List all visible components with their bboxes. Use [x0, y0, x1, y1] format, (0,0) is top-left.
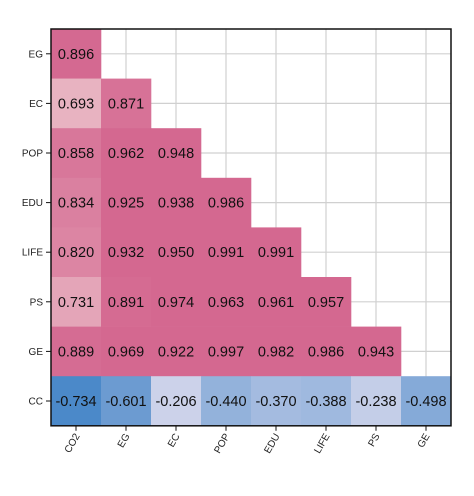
cell-value-label: 0.896 [58, 47, 94, 63]
y-axis-ticks: EG EC POP EDU LIFE PS GE CC [22, 49, 51, 408]
cell-value-label: 0.731 [58, 295, 94, 311]
cell-value-label: 0.974 [158, 295, 194, 311]
cell-value-label: -0.734 [55, 394, 96, 410]
heatmap-cell-ge-co2 [51, 326, 102, 377]
heatmap-cell-cc-life [301, 376, 352, 427]
cell-value-label: -0.440 [205, 394, 246, 410]
cell-value-label: 0.834 [58, 196, 94, 212]
cell-value-label: 0.889 [58, 344, 94, 360]
cell-value-label: 0.950 [158, 245, 194, 261]
heatmap-cell-ge-edu [251, 326, 302, 377]
heatmap-cell-ps-eg [101, 277, 152, 327]
heatmap-cell-cc-pop [201, 376, 252, 427]
y-tick-label-edu: EDU [22, 198, 43, 209]
heatmap-cell-edu-co2 [51, 177, 102, 228]
y-tick-label-ps: PS [30, 297, 44, 308]
heatmap-cell-ec-eg [101, 78, 152, 129]
cell-value-label: 0.986 [308, 344, 344, 360]
cell-value-label: 0.943 [358, 344, 394, 360]
heatmap-cell-ge-ec [151, 326, 202, 377]
cell-value-label: 0.963 [208, 295, 244, 311]
heatmap-cell-cc-co2 [51, 376, 102, 427]
cell-value-label: 0.858 [58, 146, 94, 162]
heatmap-cell-ec-co2 [51, 78, 102, 129]
cell-value-label: 0.932 [108, 245, 144, 261]
heatmap-cell-life-pop [201, 227, 252, 278]
heatmap-cell-cc-eg [101, 376, 152, 427]
y-tick-label-ge: GE [29, 347, 44, 358]
heatmap-cell-ge-pop [201, 326, 252, 377]
cell-value-label: 0.938 [158, 196, 194, 212]
heatmap-cell-pop-eg [101, 128, 152, 179]
y-tick-label-life: LIFE [22, 248, 43, 259]
heatmap-cell-life-ec [151, 227, 202, 278]
heatmap-cell-life-co2 [51, 227, 102, 278]
cell-value-label: -0.238 [355, 394, 396, 410]
heatmap-cell-cc-ps [351, 376, 402, 427]
heatmap-cell-pop-co2 [51, 128, 102, 179]
y-tick-label-ec: EC [29, 99, 43, 110]
heatmap-cell-cc-edu [251, 376, 302, 427]
cell-value-label: 0.820 [58, 245, 94, 261]
heatmap-cell-cc-ec [151, 376, 202, 427]
heatmap-cell-life-eg [101, 227, 152, 278]
heatmap-cell-ge-ps [351, 326, 402, 377]
cell-value-label: -0.370 [255, 394, 296, 410]
heatmap-cell-ps-life [301, 277, 352, 327]
heatmap-cell-edu-pop [201, 177, 252, 228]
heatmap-cell-ps-co2 [51, 277, 102, 327]
y-tick-label-pop: POP [22, 149, 43, 160]
cell-value-label: 0.962 [108, 146, 144, 162]
heatmap-cell-cc-ge [401, 376, 452, 427]
heatmap-cell-eg-co2 [51, 29, 102, 79]
heatmap-cell-pop-ec [151, 128, 202, 179]
y-tick-label-eg: EG [29, 49, 44, 60]
heatmap-cell-edu-ec [151, 177, 202, 228]
heatmap-cell-ge-eg [101, 326, 152, 377]
cell-value-label: 0.871 [108, 96, 144, 112]
cell-value-label: 0.986 [208, 196, 244, 212]
cell-value-label: 0.891 [108, 295, 144, 311]
cell-value-label: 0.922 [158, 344, 194, 360]
cell-value-label: 0.991 [208, 245, 244, 261]
cell-value-label: 0.997 [208, 344, 244, 360]
cell-value-label: 0.957 [308, 295, 344, 311]
cell-value-label: -0.388 [305, 394, 346, 410]
cell-value-label: 0.961 [258, 295, 294, 311]
plot-frame [50, 28, 452, 427]
heatmap-cells [51, 29, 452, 427]
cell-value-labels: 0.896 0.693 0.871 0.858 0.962 0.948 0.834 0.925… [55, 47, 446, 410]
y-tick-label-cc: CC [29, 397, 43, 408]
cell-value-label: 0.925 [108, 196, 144, 212]
cell-value-label: 0.969 [108, 344, 144, 360]
cell-value-label: 0.991 [258, 245, 294, 261]
cell-value-label: -0.601 [105, 394, 146, 410]
cell-value-label: 0.693 [58, 96, 94, 112]
cell-value-label: 0.982 [258, 344, 294, 360]
heatmap-cell-ps-edu [251, 277, 302, 327]
heatmap-cell-ps-pop [201, 277, 252, 327]
cell-value-label: 0.948 [158, 146, 194, 162]
heatmap-cell-life-edu [251, 227, 302, 278]
heatmap-cell-ps-ec [151, 277, 202, 327]
cell-value-label: -0.498 [405, 394, 446, 410]
heatmap-cell-ge-life [301, 326, 352, 377]
cell-value-label: -0.206 [155, 394, 196, 410]
heatmap-cell-edu-eg [101, 177, 152, 228]
